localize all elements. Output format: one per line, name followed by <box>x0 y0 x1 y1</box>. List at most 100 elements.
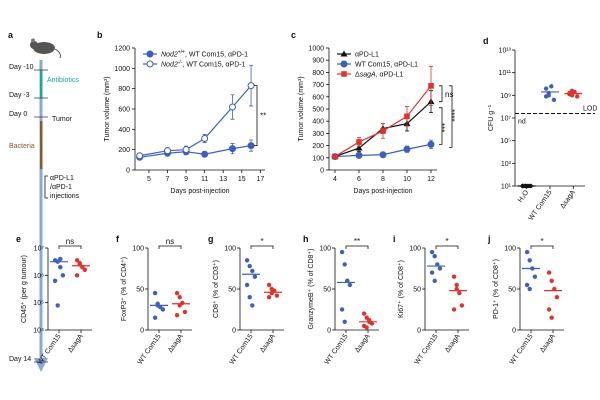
panel-d-ytick-label-1: 10³ <box>501 161 512 168</box>
panel-f-category-label-1: ΔsagA <box>167 333 185 354</box>
panel-c-ytick-label-8: 800 <box>312 70 324 77</box>
panel-f-ytick-label-1: 50 <box>136 287 144 294</box>
panel-j-group-1-point-4 <box>546 307 552 312</box>
panel-e-ytick-label-0: 10⁴ <box>33 328 44 335</box>
injection-label-1: αPD-L1 <box>50 175 74 182</box>
panel-c-sig-label-ns: ns <box>445 90 453 99</box>
panel-e-label: e <box>16 234 21 244</box>
panel-f-ytick-label-2: 100 <box>132 246 144 253</box>
panel-f-group-0-point-4 <box>152 315 158 320</box>
tumor-label: Tumor <box>52 116 73 123</box>
panel-e-ytick-label-1: 10⁵ <box>33 300 44 307</box>
panel-g-group-0-point-0 <box>244 258 250 263</box>
panel-d-category-label-2: ΔsagA <box>559 189 577 210</box>
panel-i-group-1-point-2 <box>457 290 462 296</box>
panel-j-group-0-point-4 <box>524 282 530 288</box>
panel-b-xtick-label-5: 15 <box>238 176 246 183</box>
panel-f-ylabel: FoxP3⁺ (% of CD4⁺) <box>120 257 128 321</box>
panel-c-legend-label-2: ΔsagA, αPD-L1 <box>355 72 404 79</box>
panel-d-group-1-point-3 <box>551 97 557 103</box>
panel-j-group-0-point-3 <box>532 274 538 279</box>
panel-e-group-1-point-3 <box>82 267 88 273</box>
panel-j-label: j <box>487 234 491 244</box>
panel-g-ytick-label-1: 50 <box>228 287 236 294</box>
panel-c-ytick-label-6: 600 <box>312 94 324 101</box>
panel-c-series-2-point-1 <box>356 139 362 145</box>
panel-b-legend-marker-0 <box>146 50 154 58</box>
panel-c-ytick-label-3: 300 <box>312 131 324 138</box>
panel-c-ytick-label-7: 700 <box>312 82 324 89</box>
panel-i-group-1-point-1 <box>454 282 459 288</box>
panel-b-series-1-point-5 <box>247 82 255 90</box>
panel-h-group-0-point-4 <box>339 307 345 312</box>
panel-i-sig-label: * <box>445 237 448 246</box>
panel-b-xtick-label-4: 13 <box>219 176 227 183</box>
panel-g-group-1-point-3 <box>274 293 280 298</box>
panel-i-group-0-point-3 <box>437 266 443 271</box>
panel-b-ytick-label-5: 1000 <box>114 66 130 73</box>
panel-j-category-label-1: ΔsagA <box>539 333 557 354</box>
panel-h-sig-label: ** <box>354 237 360 246</box>
panel-b-series-1-point-2 <box>182 146 190 154</box>
panel-e-category-label-1: ΔsagA <box>67 333 85 354</box>
panel-h-ytick-label-0: 0 <box>327 328 331 335</box>
panel-d-group-1-point-0 <box>543 86 549 91</box>
panel-e-group-1-point-0 <box>74 258 80 263</box>
panel-d-ytick-label-4: 10⁹ <box>500 93 511 100</box>
panel-b-ytick-label-2: 400 <box>118 127 130 134</box>
panel-c-ytick-label-10: 1000 <box>308 46 324 53</box>
panel-h-group-0-point-0 <box>339 249 345 255</box>
panel-b-xtick-label-1: 7 <box>166 176 170 183</box>
panel-i-group-1-point-3 <box>459 303 465 308</box>
panel-j-group-1-point-5 <box>549 315 554 320</box>
panel-b-legend-label-0: Nod2+/+, WT Com15, αPD-1 <box>161 50 248 59</box>
panel-a-label: a <box>8 30 14 40</box>
panel-c-xlabel: Days post-injection <box>353 188 412 195</box>
panel-b-ytick-label-0: 0 <box>126 168 130 175</box>
injection-label-3: injections <box>50 193 80 200</box>
panel-c-xtick-label-2: 8 <box>381 176 385 183</box>
panel-g-group-1-point-5 <box>269 290 274 296</box>
panel-c-legend-marker-2 <box>341 71 347 77</box>
panel-b-series-1-point-3 <box>201 134 209 142</box>
panel-f-label: f <box>116 234 120 244</box>
panel-c-ytick-label-5: 500 <box>312 107 324 114</box>
panel-i-group-0-point-1 <box>432 254 437 259</box>
antibiotics-label: Antibiotics <box>47 77 79 84</box>
mouse-icon <box>30 38 61 59</box>
panel-b-xlabel: Days post-injection <box>170 188 229 195</box>
panel-c-series-2-point-3 <box>404 113 410 120</box>
panel-f-category-label-0: WT Com15 <box>137 333 163 366</box>
panel-f-group-1-point-3 <box>182 309 188 315</box>
panel-c-sig-bracket-ns <box>439 85 443 103</box>
panel-b-label: b <box>97 30 103 40</box>
timeline-day-2: Day 0 <box>9 111 27 118</box>
panel-b-ytick-label-3: 600 <box>118 107 130 114</box>
panel-f-group-1-point-1 <box>177 295 182 300</box>
panel-c-series-2-line <box>334 85 432 158</box>
panel-g-group-0-point-1 <box>247 263 252 269</box>
panel-c-ylabel: Tumor volume (mm³) <box>298 76 305 141</box>
panel-j-sig-bracket <box>530 245 554 249</box>
panel-c-ytick-label-9: 900 <box>312 58 324 65</box>
panel-d-lod-label: LOD <box>583 105 597 112</box>
panel-c-series-1-point-4 <box>427 140 435 148</box>
panel-f-group-1-point-0 <box>174 290 180 296</box>
panel-g-group-0-point-4 <box>244 282 250 288</box>
panel-b-legend-label-1: Nod2-/-, WT Com15, αPD-1 <box>161 60 246 69</box>
panel-c-legend-label-0: αPD-L1 <box>355 52 379 59</box>
panel-c-xtick-label-1: 6 <box>357 176 361 183</box>
panel-i-category-label-1: ΔsagA <box>444 333 462 354</box>
panel-b-series-0-point-4 <box>229 145 236 153</box>
panel-b-sig-bracket <box>254 85 258 146</box>
panel-e-group-0-point-3 <box>60 273 66 278</box>
panel-b-ytick-label-1: 200 <box>118 147 130 154</box>
panel-h-ytick-label-2: 100 <box>319 246 331 253</box>
panel-c-legend-marker-1 <box>340 60 348 68</box>
panel-d-group-1-point-2 <box>549 84 554 89</box>
panel-d-ylabel: CFU g⁻¹ <box>488 104 495 131</box>
panel-i-category-label-0: WT Com15 <box>414 333 440 366</box>
panel-c-sig-label-4: **** <box>447 109 456 121</box>
panel-i-sig-bracket <box>435 245 459 249</box>
